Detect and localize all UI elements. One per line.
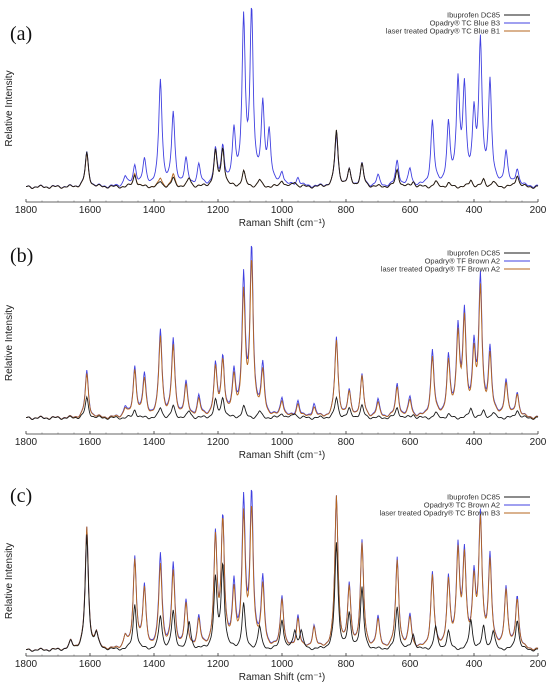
x-tick-label: 200 — [530, 659, 547, 670]
panel-label: (a) — [10, 23, 32, 45]
y-axis-title: Relative Intensity — [4, 305, 15, 381]
legend-entry-label: Ibuprofen DC85 — [447, 493, 500, 502]
x-tick-label: 400 — [466, 437, 483, 448]
x-axis-title: Raman Shift (cm⁻¹) — [239, 672, 325, 683]
x-tick-label: 200 — [530, 437, 547, 448]
series-line-1 — [25, 534, 539, 652]
x-tick-label: 600 — [402, 437, 419, 448]
x-tick-label: 1200 — [207, 437, 230, 448]
x-tick-label: 1800 — [15, 437, 38, 448]
series-line-3 — [26, 260, 539, 420]
legend-entry-label: laser treated Opadry® TC Brown B3 — [380, 509, 500, 518]
panel-label: (c) — [10, 485, 32, 507]
x-tick-label: 800 — [338, 437, 355, 448]
series-line-1 — [26, 395, 539, 420]
x-tick-label: 1000 — [271, 437, 294, 448]
y-axis-title: Relative Intensity — [4, 543, 15, 619]
x-tick-label: 800 — [338, 205, 355, 216]
x-tick-label: 1600 — [79, 205, 102, 216]
x-tick-label: 1400 — [143, 659, 166, 670]
legend-entry-label: Opadry® TF Brown A2 — [425, 257, 500, 266]
panel-b: 1800 1600 1400 1200 1000 800 600 400 200 Raman Sh… — [4, 245, 547, 461]
x-axis-title: Raman Shift (cm⁻¹) — [239, 218, 325, 229]
x-tick-label: 200 — [530, 205, 547, 216]
x-tick-label: 1400 — [143, 437, 166, 448]
x-tick-label: 600 — [402, 205, 419, 216]
legend-entry-label: laser treated Opadry® TC Blue B1 — [386, 27, 500, 36]
legend-entry-label: Opadry® TC Brown A2 — [424, 501, 500, 510]
x-tick-label: 1200 — [207, 659, 230, 670]
legend-entry-label: Ibuprofen DC85 — [447, 249, 500, 258]
x-tick-label: 1000 — [271, 659, 294, 670]
series-line-3 — [26, 495, 539, 652]
legend-entry-label: Opadry® TC Blue B3 — [430, 19, 500, 28]
x-tick-label: 1800 — [15, 205, 38, 216]
x-tick-label: 1200 — [207, 205, 230, 216]
panel-a: 1800 1600 1400 1200 1000 800 600 400 200 Raman Sh… — [4, 7, 547, 229]
x-tick-label: 1000 — [271, 205, 294, 216]
x-tick-label: 1600 — [79, 437, 102, 448]
x-tick-label: 400 — [466, 205, 483, 216]
x-axis-title: Raman Shift (cm⁻¹) — [239, 450, 325, 461]
legend-entry-label: laser treated Opadry® TF Brown A2 — [381, 265, 500, 274]
x-tick-label: 600 — [402, 659, 419, 670]
series-line-2 — [26, 7, 539, 189]
x-tick-label: 400 — [466, 659, 483, 670]
legend-entry-label: Ibuprofen DC85 — [447, 11, 500, 20]
panel-label: (b) — [10, 245, 33, 267]
x-tick-label: 1600 — [79, 659, 102, 670]
series-line-1 — [26, 129, 539, 189]
x-tick-label: 800 — [338, 659, 355, 670]
y-axis-title: Relative Intensity — [4, 70, 15, 146]
series-line-3 — [26, 129, 539, 189]
x-tick-label: 1400 — [143, 205, 166, 216]
panel-c: 1800 1600 1400 1200 1000 800 600 400 200 Raman Sh… — [4, 485, 547, 683]
x-tick-label: 1800 — [15, 659, 38, 670]
